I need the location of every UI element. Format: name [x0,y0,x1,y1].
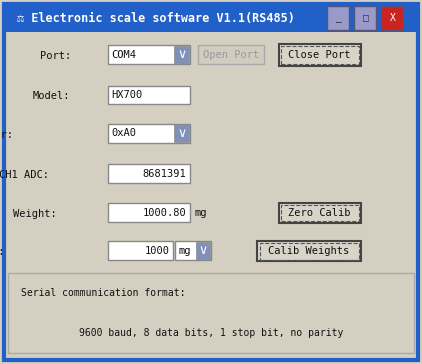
Text: 1000: 1000 [145,246,170,256]
Bar [381,6,403,30]
Bar [108,164,190,183]
Text: 0xA0: 0xA0 [111,128,136,138]
Bar [175,241,211,260]
Text: Weight:: Weight: [13,209,57,219]
Text: Calib Weights:: Calib Weights: [0,247,4,257]
Text: CH1 ADC:: CH1 ADC: [0,170,49,180]
Text: COM4: COM4 [111,50,136,60]
Text: Calib Weights: Calib Weights [268,246,350,256]
Bar [108,203,190,222]
Text: Open Port: Open Port [203,50,259,60]
Bar [279,44,361,66]
Text: mg: mg [195,207,208,218]
Bar [327,6,349,30]
Text: mg: mg [179,246,191,256]
Text: _: _ [335,13,341,23]
Text: ⚖ Electronic scale software V1.1(RS485): ⚖ Electronic scale software V1.1(RS485) [17,12,295,24]
Bar [257,241,361,261]
Text: □: □ [362,13,368,23]
Bar [108,46,190,64]
Text: Close Port: Close Port [288,50,351,60]
Text: 8681391: 8681391 [143,169,187,179]
Text: ∨: ∨ [199,244,208,257]
Bar [260,243,359,260]
Bar [108,241,173,260]
Text: HX700: HX700 [111,90,142,100]
Text: X: X [390,13,395,23]
Text: Zero Calib: Zero Calib [288,208,351,218]
Text: Serial communication format:: Serial communication format: [21,288,186,297]
Bar [108,86,190,104]
Bar [281,46,359,64]
Text: Port:: Port: [41,51,72,62]
Bar [174,124,189,142]
Bar [5,4,417,32]
Bar [108,124,190,143]
Bar [281,205,359,221]
Text: 9600 baud, 8 data bits, 1 stop bit, no parity: 9600 baud, 8 data bits, 1 stop bit, no p… [79,328,343,338]
Text: ∨: ∨ [177,127,186,140]
Text: ∨: ∨ [177,48,186,62]
Text: Model:: Model: [32,91,70,102]
Bar [196,242,210,260]
Text: Module Addr:: Module Addr: [0,130,13,140]
Text: 1000.80: 1000.80 [143,207,187,218]
Bar [279,203,361,223]
Bar [174,46,189,64]
Bar [8,273,414,353]
Bar [354,6,376,30]
Bar [198,46,264,64]
